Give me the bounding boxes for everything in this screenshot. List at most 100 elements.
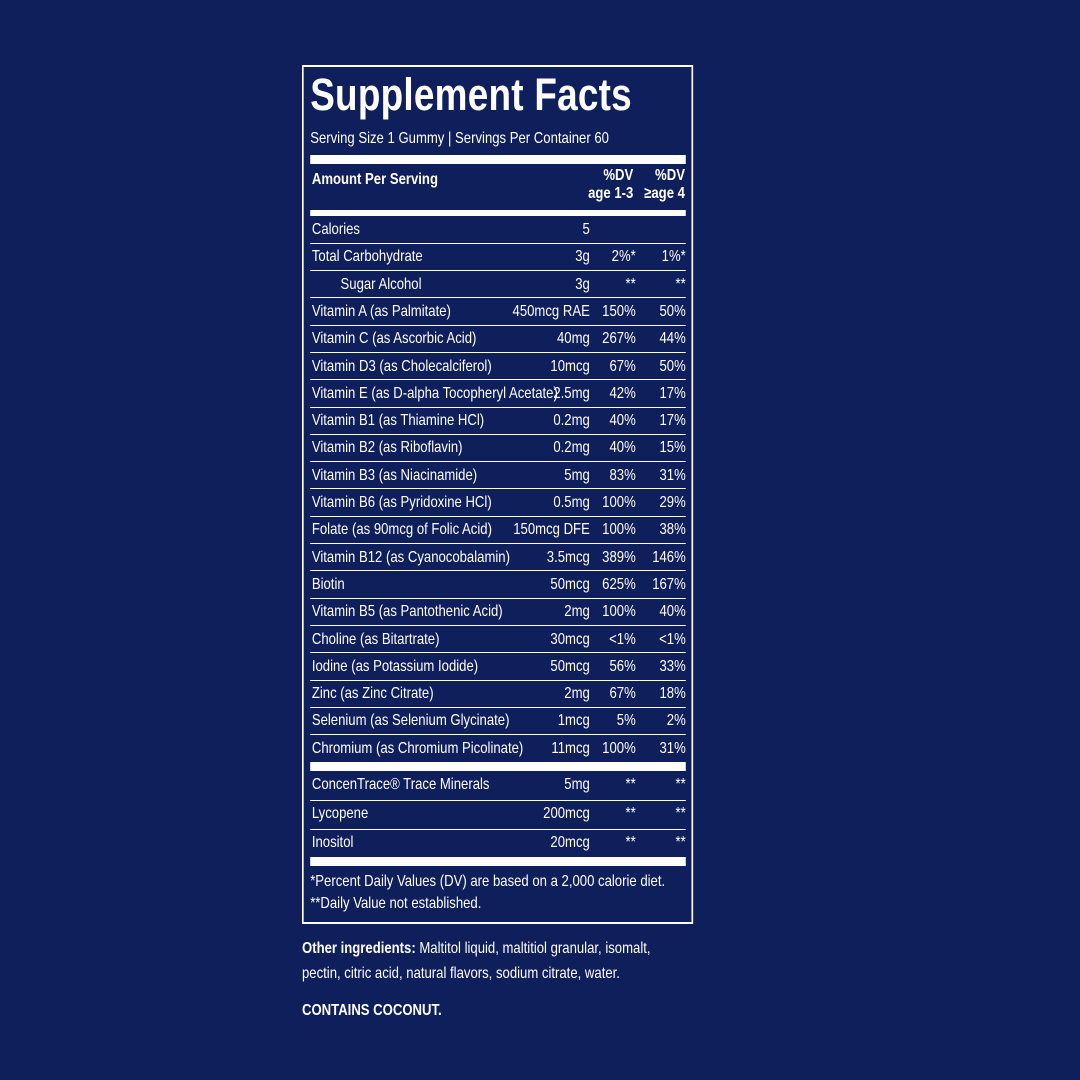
- nutrient-amount: 2mg: [564, 685, 590, 703]
- nutrient-dv2: 38%: [659, 521, 686, 539]
- nutrient-dv2: 40%: [659, 603, 686, 621]
- nutrient-dv2: **: [675, 275, 686, 293]
- nutrient-dv2: 31%: [659, 739, 686, 757]
- nutrient-row: Vitamin A (as Palmitate) 450mcg RAE 150% 50…: [310, 299, 686, 326]
- nutrient-dv1: 100%: [602, 739, 636, 757]
- nutrient-amount: 5mg: [564, 466, 590, 484]
- nutrient-dv1: 100%: [602, 603, 636, 621]
- nutrient-amount: 3g: [575, 248, 590, 266]
- other-ingredients-line1: Maltitol liquid, maltitiol granular, iso…: [415, 940, 651, 957]
- nutrient-row: Iodine (as Potassium Iodide) 50mcg 56% 33%: [310, 654, 686, 681]
- nutrient-dv1: 40%: [609, 439, 636, 457]
- footnote-not-established: **Daily Value not established.: [310, 895, 482, 912]
- footnote-dv: *Percent Daily Values (DV) are based on …: [310, 873, 666, 890]
- nutrient-row: Calories 5: [310, 217, 686, 244]
- allergen-statement: CONTAINS COCONUT.: [302, 1002, 442, 1019]
- nutrient-dv1: **: [625, 834, 636, 851]
- nutrient-row: Folate (as 90mcg of Folic Acid) 150mcg DF…: [310, 517, 686, 545]
- nutrient-dv2: **: [675, 834, 686, 851]
- nutrient-row: Vitamin B6 (as Pyridoxine HCl) 0.5mg 100% 2…: [310, 490, 686, 517]
- nutrient-amount: 11mcg: [551, 739, 590, 757]
- nutrient-row: Biotin 50mcg 625% 167%: [310, 572, 686, 599]
- nutrient-label: Zinc (as Zinc Citrate): [311, 685, 434, 703]
- nutrient-dv2: **: [675, 805, 686, 822]
- nutrient-row: Vitamin B2 (as Riboflavin) 0.2mg 40% 15%: [310, 435, 686, 463]
- nutrient-dv2: <1%: [659, 630, 686, 648]
- nutrient-label: Vitamin A (as Palmitate): [311, 302, 451, 320]
- thick-divider: [310, 155, 686, 164]
- nutrient-dv1: **: [625, 805, 636, 822]
- nutrient-amount: 0.2mg: [553, 439, 590, 457]
- nutrient-dv1: <1%: [609, 630, 636, 648]
- nutrient-dv2: 167%: [652, 575, 686, 593]
- other-ingredients-line2: pectin, citric acid, natural flavors, so…: [302, 965, 620, 982]
- nutrient-amount: 5mg: [564, 776, 590, 793]
- nutrient-amount: 40mg: [556, 330, 590, 348]
- nutrient-row: Choline (as Bitartrate) 30mcg <1% <1%: [310, 627, 686, 654]
- thick-divider: [310, 210, 686, 216]
- nutrient-label: Vitamin B2 (as Riboflavin): [311, 439, 463, 457]
- nutrient-dv2: 15%: [659, 439, 686, 457]
- nutrient-amount: 450mcg RAE: [512, 302, 590, 320]
- nutrient-row: Inositol 20mcg ** **: [310, 830, 686, 858]
- nutrient-dv1: 100%: [602, 521, 636, 539]
- other-ingredients: Other ingredients: Maltitol liquid, malt…: [302, 936, 693, 961]
- nutrient-dv2: 33%: [659, 657, 686, 675]
- nutrient-amount: 1mcg: [557, 712, 590, 730]
- nutrient-row: Vitamin B1 (as Thiamine HCl) 0.2mg 40% 17%: [310, 408, 686, 435]
- nutrient-amount: 150mcg DFE: [513, 521, 590, 539]
- thick-divider: [310, 762, 686, 771]
- nutrient-row: Vitamin B5 (as Pantothenic Acid) 2mg 100% 4…: [310, 599, 686, 626]
- nutrient-label: Folate (as 90mcg of Folic Acid): [311, 521, 492, 539]
- nutrient-amount: 30mcg: [550, 630, 590, 648]
- ingredients-section: Other ingredients: Maltitol liquid, malt…: [302, 936, 693, 1023]
- nutrient-dv1: 625%: [602, 575, 636, 593]
- nutrient-dv1: 389%: [602, 548, 636, 566]
- thick-divider: [310, 857, 686, 866]
- nutrient-dv2: 44%: [659, 330, 686, 348]
- nutrient-dv1: **: [625, 776, 636, 793]
- panel-title: Supplement Facts: [310, 69, 632, 120]
- nutrient-dv1: 67%: [609, 685, 636, 703]
- nutrient-row: Vitamin E (as D-alpha Tocopheryl Acetate…: [310, 381, 686, 408]
- nutrient-amount: 2mg: [564, 603, 590, 621]
- nutrient-amount: 50mcg: [550, 657, 590, 675]
- nutrient-dv1: 67%: [609, 357, 636, 375]
- nutrient-row: Vitamin B3 (as Niacinamide) 5mg 83% 31%: [310, 463, 686, 490]
- nutrient-row: Zinc (as Zinc Citrate) 2mg 67% 18%: [310, 681, 686, 708]
- nutrient-dv2: 17%: [659, 412, 686, 430]
- nutrient-dv2: 2%: [666, 712, 686, 730]
- dv1-line2: age 1-3: [588, 185, 634, 202]
- nutrient-label: Vitamin B12 (as Cyanocobalamin): [311, 548, 510, 566]
- nutrient-dv1: **: [625, 275, 636, 293]
- nutrient-row: Sugar Alcohol 3g ** **: [310, 272, 686, 299]
- nutrient-dv1: 83%: [609, 466, 636, 484]
- nutrient-amount: 3g: [575, 275, 590, 293]
- nutrient-dv2: 1%*: [661, 248, 686, 266]
- nutrient-label: Vitamin B5 (as Pantothenic Acid): [311, 603, 503, 621]
- nutrient-amount: 10mcg: [550, 357, 590, 375]
- dv1-line1: %DV: [603, 167, 634, 184]
- nutrient-row: Vitamin B12 (as Cyanocobalamin) 3.5mcg 389…: [310, 545, 686, 572]
- dv2-line2: ≥age 4: [644, 185, 685, 202]
- nutrient-dv2: 18%: [659, 685, 686, 703]
- nutrient-dv2: **: [675, 776, 686, 793]
- nutrient-label: Choline (as Bitartrate): [311, 630, 440, 648]
- dv-age-4-header: %DV ≥age 4: [644, 167, 685, 203]
- nutrient-label: Iodine (as Potassium Iodide): [311, 657, 479, 675]
- nutrient-label: Sugar Alcohol: [340, 275, 422, 293]
- nutrient-label: Biotin: [311, 575, 345, 593]
- nutrient-dv1: 56%: [609, 657, 636, 675]
- nutrient-dv2: 29%: [659, 494, 686, 511]
- nutrient-row: Selenium (as Selenium Glycinate) 1mcg 5% 2%: [310, 708, 686, 736]
- nutrient-row: Total Carbohydrate 3g 2%* 1%*: [310, 244, 686, 272]
- nutrient-label: Vitamin C (as Ascorbic Acid): [311, 330, 477, 348]
- nutrient-label: Calories: [311, 221, 360, 238]
- nutrient-amount: 20mcg: [550, 834, 590, 851]
- dv-age-1-3-header: %DV age 1-3: [588, 167, 633, 203]
- nutrient-dv1: 100%: [602, 494, 636, 511]
- nutrient-label: Vitamin E (as D-alpha Tocopheryl Acetate…: [311, 384, 558, 402]
- nutrient-dv2: 31%: [659, 466, 686, 484]
- nutrient-row: Lycopene 200mcg ** **: [310, 801, 686, 830]
- nutrient-dv2: 50%: [659, 302, 686, 320]
